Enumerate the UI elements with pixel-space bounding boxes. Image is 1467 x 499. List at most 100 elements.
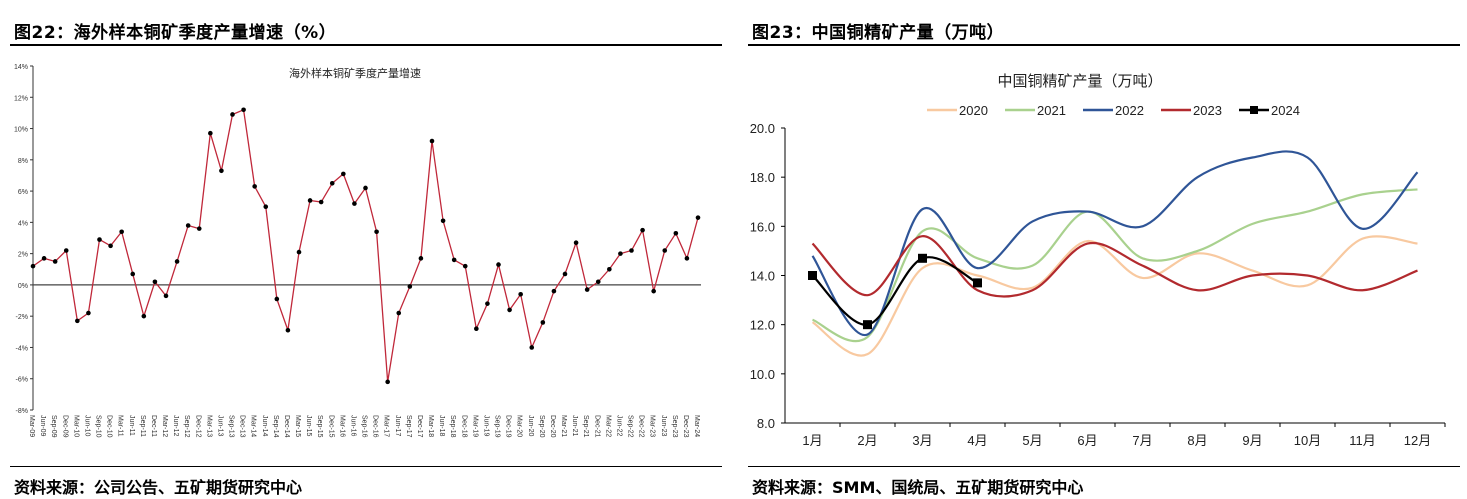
data-point: [673, 231, 679, 236]
x-tick-label: 11月: [1349, 433, 1376, 448]
x-tick-label: Sep-15: [316, 415, 323, 438]
x-tick-label: Dec-15: [327, 415, 334, 438]
series-line-2022: [811, 150, 1419, 336]
y-tick-label: -4%: [16, 345, 28, 352]
y-tick-label: 6%: [18, 189, 28, 196]
x-tick-label: Jun-11: [128, 415, 135, 436]
x-tick-label: Sep-09: [50, 415, 57, 438]
y-tick-label: 10%: [14, 127, 28, 134]
x-tick-label: Dec-09: [61, 415, 68, 438]
data-point: [130, 271, 136, 277]
data-point: [573, 240, 579, 245]
x-tick-label: Mar-17: [383, 415, 390, 437]
data-point: [341, 171, 346, 177]
data-point-2024: [918, 253, 927, 263]
x-tick-label: Mar-10: [72, 415, 79, 437]
data-point: [451, 257, 457, 263]
data-point: [241, 107, 246, 113]
data-point: [318, 199, 324, 205]
source-divider: [748, 466, 1460, 467]
data-point: [485, 301, 490, 306]
x-tick-label: 5月: [1022, 433, 1042, 448]
x-tick-label: Mar-20: [516, 415, 523, 437]
x-tick-label: Dec-21: [593, 415, 600, 438]
x-tick-label: Dec-22: [638, 415, 645, 438]
y-tick-label: -6%: [16, 377, 28, 384]
x-tick-label: Jun-17: [394, 415, 401, 437]
x-tick-label: Jun-15: [305, 415, 312, 437]
legend-label-2022: 2022: [1115, 103, 1144, 118]
x-tick-label: Sep-12: [183, 415, 190, 438]
legend-label-2024: 2024: [1271, 103, 1300, 118]
legend-label-2021: 2021: [1037, 103, 1066, 118]
series-line-2021: [812, 188, 1418, 343]
y-tick-label: 10.0: [750, 367, 775, 382]
right-panel: 图23：中国铜精矿产量（万吨） 资料来源：SMM、国统局、五矿期货研究中心: [748, 0, 1460, 499]
data-point: [551, 288, 557, 294]
y-tick-label: 12.0: [750, 318, 775, 333]
x-tick-label: Jun-20: [527, 415, 534, 437]
x-tick-label: Mar-09: [28, 415, 35, 437]
data-point: [307, 198, 313, 203]
data-point: [97, 237, 102, 242]
data-point: [584, 287, 590, 292]
x-tick-label: Sep-13: [228, 415, 235, 438]
legend-label-2023: 2023: [1193, 103, 1222, 118]
y-tick-label: 16.0: [750, 219, 775, 234]
data-point: [462, 263, 468, 269]
x-tick-label: Mar-12: [161, 415, 168, 437]
data-point: [396, 310, 402, 316]
data-point: [174, 259, 180, 264]
data-point: [640, 227, 645, 233]
x-tick-label: Jun-18: [438, 415, 445, 437]
x-tick-label: Jun-16: [349, 415, 356, 437]
data-point: [618, 251, 623, 256]
x-tick-label: Dec-12: [194, 415, 201, 438]
x-tick-label: 4月: [967, 433, 987, 448]
data-point: [540, 320, 546, 325]
y-tick-label: 12%: [14, 95, 28, 102]
data-point: [662, 248, 668, 253]
data-point-2024: [863, 320, 872, 330]
data-point: [595, 279, 601, 285]
x-tick-label: Sep-10: [95, 415, 102, 438]
x-tick-label: Jun-09: [39, 415, 46, 437]
left-panel: 图22：海外样本铜矿季度产量增速（%） 资料来源：公司公告、五矿期货研究中心: [10, 0, 722, 499]
data-point: [63, 248, 69, 253]
data-point: [219, 168, 224, 174]
x-tick-label: Mar-23: [649, 415, 656, 437]
data-point: [629, 248, 634, 253]
x-tick-label: Jun-22: [615, 415, 622, 437]
x-tick-label: Dec-20: [549, 415, 556, 438]
x-tick-label: 1月: [802, 433, 822, 448]
x-tick-label: Dec-19: [505, 415, 512, 438]
x-tick-label: Sep-21: [582, 415, 589, 438]
x-tick-label: Sep-19: [494, 415, 501, 438]
x-tick-label: Mar-24: [693, 415, 700, 437]
x-tick-label: Mar-18: [427, 415, 434, 437]
data-point: [196, 226, 202, 231]
data-point: [285, 327, 291, 333]
data-point: [518, 291, 523, 297]
overseas-growth-chart: 海外样本铜矿季度产量增速 -8% -6% -4% -2% 0% 2% 4% 6% 8% 10% 12%…: [14, 64, 701, 438]
data-point: [185, 223, 191, 228]
y-tick-label: 14%: [14, 64, 28, 71]
right-figure-title: 图23：中国铜精矿产量（万吨）: [752, 23, 1005, 43]
data-point: [529, 345, 535, 350]
x-tick-label: Dec-14: [283, 415, 290, 438]
x-tick-label: Mar-15: [294, 415, 301, 437]
y-tick-label: 18.0: [750, 170, 775, 185]
x-tick-label: Dec-13: [239, 415, 246, 438]
x-tick-label: Dec-17: [416, 415, 423, 438]
data-point: [208, 130, 213, 136]
data-point: [496, 262, 501, 267]
y-tick-label: 8%: [18, 158, 28, 165]
data-point: [695, 215, 701, 220]
data-point: [562, 271, 568, 277]
data-point: [252, 184, 257, 189]
data-point: [86, 310, 91, 316]
x-tick-label: Jun-21: [571, 415, 578, 437]
data-point: [418, 256, 424, 261]
y-tick-label: -8%: [16, 408, 28, 415]
right-source: 资料来源：SMM、国统局、五矿期货研究中心: [752, 478, 1084, 497]
